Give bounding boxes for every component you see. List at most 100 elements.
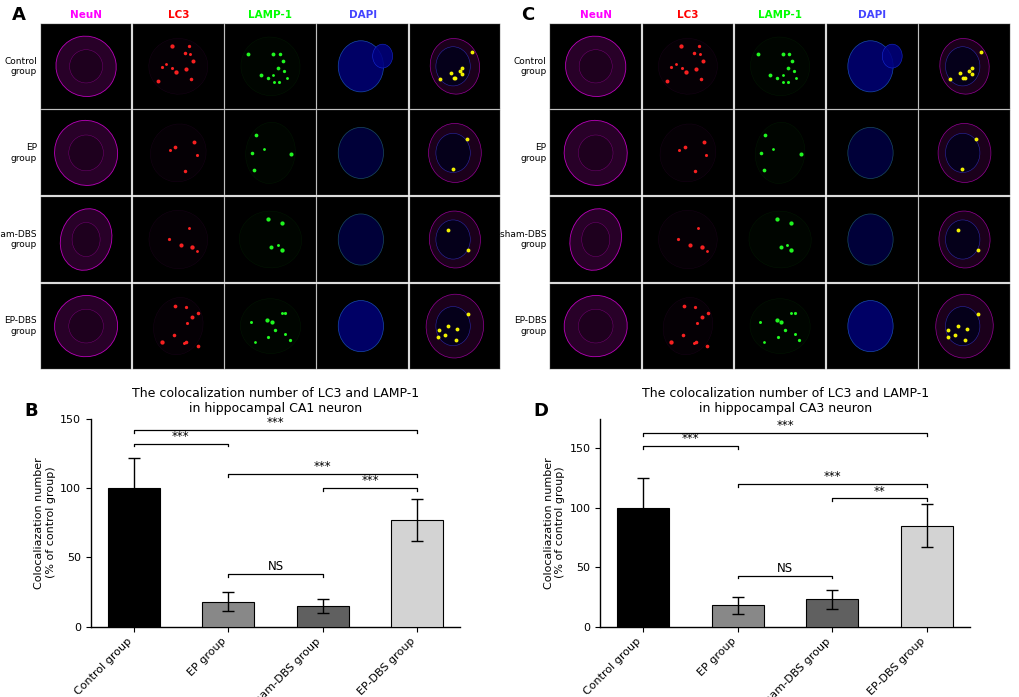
Ellipse shape [54, 296, 117, 357]
Title: The colocalization number of LC3 and LAMP-1
in hippocampal CA3 neuron: The colocalization number of LC3 and LAM… [641, 387, 927, 415]
Text: EP
group: EP group [520, 143, 546, 162]
Ellipse shape [847, 40, 893, 92]
Ellipse shape [564, 121, 627, 185]
Ellipse shape [565, 36, 626, 96]
Ellipse shape [754, 123, 804, 183]
Ellipse shape [659, 124, 715, 182]
Ellipse shape [945, 133, 979, 172]
Ellipse shape [847, 300, 893, 352]
Ellipse shape [240, 37, 300, 95]
Ellipse shape [749, 299, 809, 353]
Title: The colocalization number of LC3 and LAMP-1
in hippocampal CA1 neuron: The colocalization number of LC3 and LAM… [131, 387, 419, 415]
Ellipse shape [662, 298, 712, 355]
Text: ***: *** [361, 474, 379, 487]
Ellipse shape [938, 38, 988, 94]
Ellipse shape [945, 220, 979, 259]
Text: EP-sham-DBS
group: EP-sham-DBS group [485, 230, 546, 250]
Bar [297, 606, 348, 627]
Ellipse shape [429, 211, 480, 268]
Text: Control
group: Control group [4, 56, 37, 76]
Ellipse shape [54, 121, 117, 185]
Y-axis label: Colocaliazation number
(% of control group): Colocaliazation number (% of control gro… [543, 457, 565, 588]
Ellipse shape [938, 211, 989, 268]
Ellipse shape [68, 135, 103, 171]
Ellipse shape [945, 47, 979, 86]
Text: ***: *** [314, 461, 331, 473]
Bar [202, 602, 254, 627]
Ellipse shape [338, 300, 383, 352]
Ellipse shape [934, 294, 993, 358]
Text: NeuN: NeuN [579, 10, 611, 20]
Text: EP-sham-DBS
group: EP-sham-DBS group [0, 230, 37, 250]
Text: ***: *** [172, 430, 190, 443]
Ellipse shape [246, 123, 296, 183]
Ellipse shape [657, 38, 716, 94]
Ellipse shape [72, 222, 100, 256]
Text: EP-DBS
group: EP-DBS group [514, 316, 546, 336]
Text: C: C [521, 6, 534, 24]
Text: NS: NS [267, 560, 283, 573]
Ellipse shape [338, 214, 383, 265]
Bar [107, 488, 159, 627]
Ellipse shape [581, 222, 609, 256]
Text: NS: NS [776, 562, 793, 575]
Ellipse shape [428, 123, 481, 183]
Ellipse shape [435, 307, 470, 346]
Bar [391, 520, 443, 627]
Text: D: D [533, 402, 548, 420]
Y-axis label: Colocaliazation number
(% of control group): Colocaliazation number (% of control gro… [35, 457, 56, 588]
Text: ***: *** [775, 419, 793, 432]
Ellipse shape [750, 37, 809, 95]
Text: **: ** [873, 484, 884, 498]
Bar [711, 605, 763, 627]
Bar [616, 508, 668, 627]
Ellipse shape [149, 210, 208, 268]
Ellipse shape [239, 211, 302, 268]
Text: NeuN: NeuN [70, 10, 102, 20]
Ellipse shape [847, 214, 893, 265]
Ellipse shape [426, 294, 483, 358]
Ellipse shape [240, 299, 301, 353]
Ellipse shape [68, 309, 103, 343]
Text: Control
group: Control group [514, 56, 546, 76]
Ellipse shape [748, 211, 810, 268]
Text: A: A [11, 6, 25, 24]
Text: EP-DBS
group: EP-DBS group [4, 316, 37, 336]
Ellipse shape [435, 220, 470, 259]
Text: ***: *** [681, 432, 699, 445]
Ellipse shape [430, 38, 479, 94]
Ellipse shape [56, 36, 116, 96]
Ellipse shape [435, 133, 470, 172]
Ellipse shape [578, 309, 612, 343]
Ellipse shape [847, 128, 893, 178]
Ellipse shape [564, 296, 627, 357]
Text: LC3: LC3 [167, 10, 189, 20]
Text: LAMP-1: LAMP-1 [757, 10, 801, 20]
Ellipse shape [69, 49, 103, 83]
Ellipse shape [578, 135, 612, 171]
Text: ***: *** [266, 416, 284, 429]
Ellipse shape [570, 208, 621, 270]
Ellipse shape [150, 124, 206, 182]
Bar [900, 526, 952, 627]
Ellipse shape [435, 47, 470, 86]
Ellipse shape [881, 44, 902, 68]
Text: Merge: Merge [945, 10, 982, 20]
Text: DAPI: DAPI [348, 10, 376, 20]
Ellipse shape [149, 38, 208, 94]
Ellipse shape [372, 44, 392, 68]
Ellipse shape [937, 123, 989, 183]
Text: B: B [24, 402, 38, 420]
Text: LC3: LC3 [677, 10, 698, 20]
Ellipse shape [153, 298, 203, 355]
Bar [806, 599, 858, 627]
Ellipse shape [945, 307, 979, 346]
Ellipse shape [338, 40, 383, 92]
Ellipse shape [60, 208, 112, 270]
Ellipse shape [338, 128, 383, 178]
Text: LAMP-1: LAMP-1 [249, 10, 292, 20]
Text: Merge: Merge [436, 10, 473, 20]
Text: ***: *** [822, 470, 841, 483]
Ellipse shape [579, 49, 611, 83]
Text: DAPI: DAPI [857, 10, 886, 20]
